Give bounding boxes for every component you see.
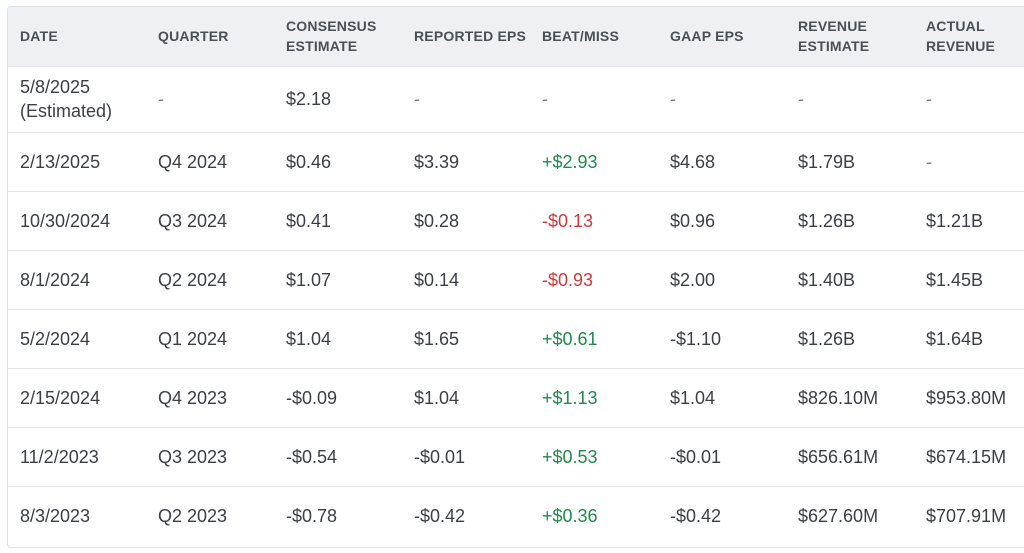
gaap-eps-cell: $2.00 (670, 269, 716, 290)
column-header-reported-eps[interactable]: REPORTED EPS (414, 28, 527, 45)
table-row: 10/30/2024 Q3 2024 $0.41 $0.28 -$0.13 $0.96 $1… (8, 191, 1024, 250)
gaap-eps-cell: -$1.10 (670, 328, 722, 349)
reported-eps-cell: $0.28 (414, 210, 460, 231)
consensus-estimate-cell: $2.18 (286, 89, 332, 109)
quarter-cell: Q4 2023 (158, 387, 228, 408)
revenue-estimate-cell: $1.26B (798, 328, 856, 349)
date-cell: 2/13/2025 (20, 151, 101, 172)
gaap-eps-cell: -$0.42 (670, 505, 722, 526)
actual-revenue-cell: $1.21B (926, 210, 984, 231)
gaap-eps-cell: -$0.01 (670, 446, 722, 467)
quarter-cell: Q2 2023 (158, 505, 228, 526)
actual-revenue-cell: $1.64B (926, 328, 984, 349)
actual-revenue-cell: $707.91M (926, 505, 1007, 526)
beat-miss-cell: -$0.93 (542, 269, 594, 290)
reported-eps-cell: -$0.01 (414, 446, 466, 467)
actual-revenue-cell: $674.15M (926, 446, 1007, 467)
revenue-estimate-cell: $826.10M (798, 387, 879, 408)
revenue-estimate-cell: - (798, 89, 804, 109)
column-header-revenue-estimate[interactable]: REVENUE ESTIMATE (798, 18, 870, 55)
revenue-estimate-cell: $1.79B (798, 151, 856, 172)
quarter-cell: Q3 2024 (158, 210, 228, 231)
revenue-estimate-cell: $656.61M (798, 446, 879, 467)
table-row: 8/3/2023 Q2 2023 -$0.78 -$0.42 +$0.36 -$0.42 $… (8, 486, 1024, 545)
table-header: DATE QUARTER CONSENSUS ESTIMATE REPORTED… (8, 7, 1024, 66)
column-header-beat-miss[interactable]: BEAT/MISS (542, 28, 619, 45)
column-header-quarter[interactable]: QUARTER (158, 28, 229, 45)
consensus-estimate-cell: $1.04 (286, 328, 332, 349)
table-row: 8/1/2024 Q2 2024 $1.07 $0.14 -$0.93 $2.00 $1.4… (8, 250, 1024, 309)
date-cell: 8/3/2023 (20, 505, 91, 526)
quarter-cell: Q2 2024 (158, 269, 228, 290)
column-header-consensus-estimate[interactable]: CONSENSUS ESTIMATE (286, 18, 377, 55)
column-header-date[interactable]: DATE (20, 28, 58, 45)
table-row: 2/15/2024 Q4 2023 -$0.09 $1.04 +$1.13 $1.04 $8… (8, 368, 1024, 427)
revenue-estimate-cell: $1.26B (798, 210, 856, 231)
reported-eps-cell: -$0.42 (414, 505, 466, 526)
beat-miss-cell: +$1.13 (542, 387, 598, 408)
date-cell: 10/30/2024 (20, 210, 111, 231)
table-body: 5/8/2025 (Estimated) - $2.18- - - - -2/13/2025… (8, 66, 1024, 545)
consensus-estimate-cell: -$0.54 (286, 446, 338, 467)
revenue-estimate-cell: $627.60M (798, 505, 879, 526)
earnings-history-table-container: DATE QUARTER CONSENSUS ESTIMATE REPORTED… (7, 6, 1024, 548)
actual-revenue-cell: - (926, 151, 932, 172)
gaap-eps-cell: $0.96 (670, 210, 716, 231)
actual-revenue-cell: - (926, 89, 932, 109)
gaap-eps-cell: - (670, 89, 676, 109)
gaap-eps-cell: $4.68 (670, 151, 716, 172)
quarter-cell: Q1 2024 (158, 328, 228, 349)
actual-revenue-cell: $953.80M (926, 387, 1007, 408)
date-cell: 11/2/2023 (20, 446, 99, 467)
beat-miss-cell: +$2.93 (542, 151, 598, 172)
date-cell: 5/2/2024 (20, 328, 91, 349)
date-cell: 5/8/2025 (Estimated) (20, 77, 113, 121)
quarter-cell: Q4 2024 (158, 151, 228, 172)
consensus-estimate-cell: $1.07 (286, 269, 332, 290)
revenue-estimate-cell: $1.40B (798, 269, 856, 290)
consensus-estimate-cell: $0.46 (286, 151, 332, 172)
reported-eps-cell: $1.65 (414, 328, 460, 349)
column-header-gaap-eps[interactable]: GAAP EPS (670, 28, 744, 45)
actual-revenue-cell: $1.45B (926, 269, 984, 290)
reported-eps-cell: $0.14 (414, 269, 460, 290)
reported-eps-cell: $3.39 (414, 151, 460, 172)
table-row: 5/2/2024 Q1 2024 $1.04 $1.65 +$0.61 -$1.10 $1.… (8, 309, 1024, 368)
table-row: 2/13/2025 Q4 2024 $0.46 $3.39 +$2.93 $4.68 $1.… (8, 132, 1024, 191)
date-cell: 8/1/2024 (20, 269, 91, 290)
consensus-estimate-cell: $0.41 (286, 210, 332, 231)
quarter-cell: - (158, 89, 164, 109)
column-header-actual-revenue[interactable]: ACTUAL REVENUE (926, 18, 996, 55)
table-row: 11/2/2023 Q3 2023 -$0.54 -$0.01 +$0.53 -$0.01… (8, 427, 1024, 486)
beat-miss-cell: - (542, 89, 548, 109)
earnings-history-table: DATE QUARTER CONSENSUS ESTIMATE REPORTED… (8, 7, 1024, 545)
beat-miss-cell: +$0.36 (542, 505, 598, 526)
beat-miss-cell: -$0.13 (542, 210, 594, 231)
consensus-estimate-cell: -$0.09 (286, 387, 338, 408)
reported-eps-cell: - (414, 89, 420, 109)
header-row: DATE QUARTER CONSENSUS ESTIMATE REPORTED… (8, 7, 1024, 66)
consensus-estimate-cell: -$0.78 (286, 505, 338, 526)
beat-miss-cell: +$0.61 (542, 328, 598, 349)
table-row: 5/8/2025 (Estimated) - $2.18 - - - - - (8, 66, 1024, 132)
date-cell: 2/15/2024 (20, 387, 101, 408)
beat-miss-cell: +$0.53 (542, 446, 598, 467)
quarter-cell: Q3 2023 (158, 446, 228, 467)
reported-eps-cell: $1.04 (414, 387, 460, 408)
gaap-eps-cell: $1.04 (670, 387, 716, 408)
